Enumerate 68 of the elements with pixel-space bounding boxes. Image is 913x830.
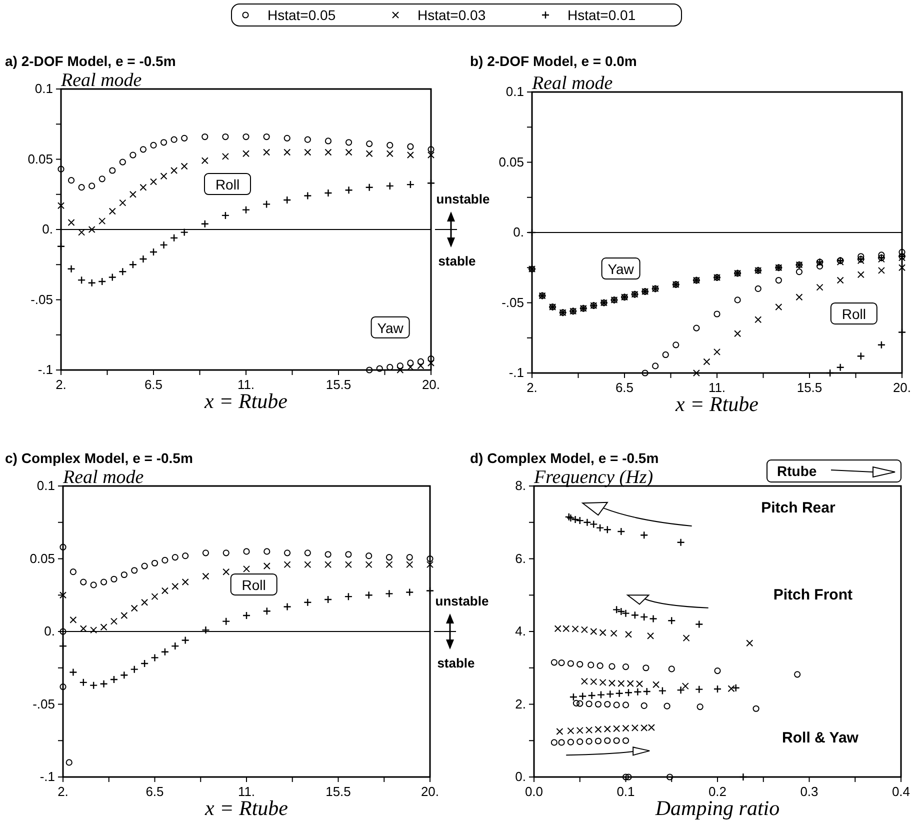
x-tick-label: 2. xyxy=(58,784,68,799)
y-axis-title: Real mode xyxy=(531,73,613,94)
y-axis-title: Frequency (Hz) xyxy=(533,467,654,488)
text: unstable xyxy=(435,594,489,608)
x-tick-label: 0.0 xyxy=(524,784,544,799)
x-axis-title: x = Rtube xyxy=(204,796,288,820)
x-tick-label: 11. xyxy=(238,784,256,799)
y-tick-label: 0.1 xyxy=(506,84,524,99)
annotation: Roll xyxy=(242,576,266,593)
annotation: Pitch Rear xyxy=(761,499,836,516)
x-tick-label: 11. xyxy=(708,380,726,395)
y-tick-label: -.1 xyxy=(508,365,524,380)
annotation: Yaw xyxy=(608,261,635,278)
legend-label: Hstat=0.05 xyxy=(268,7,336,23)
y-tick-label: 0. xyxy=(44,624,55,638)
y-tick-label: 0.1 xyxy=(34,81,53,96)
x-tick-label: 2. xyxy=(526,380,538,395)
x-axis-title: Damping ratio xyxy=(654,796,780,820)
annotation: Yaw xyxy=(377,320,404,336)
text: unstable xyxy=(436,192,490,206)
y-tick-label: 0.05 xyxy=(28,151,53,166)
chart-title: a) 2-DOF Model, e = -0.5m xyxy=(5,53,176,69)
legend-label: Hstat=0.03 xyxy=(418,7,486,23)
y-tick-label: -.05 xyxy=(32,696,55,712)
x-tick-label: 2. xyxy=(56,377,66,392)
y-tick-label: -.1 xyxy=(38,362,53,377)
x-axis-title: x = Rtube xyxy=(674,392,758,416)
y-axis-title: Real mode xyxy=(62,467,144,488)
x-tick-label: 20. xyxy=(892,380,912,395)
x-tick-label: 0.4 xyxy=(892,784,910,799)
y-tick-label: 0.05 xyxy=(498,154,524,170)
annotation: Roll xyxy=(215,176,240,193)
y-tick-label: 0.1 xyxy=(36,478,55,493)
x-tick-label: 11. xyxy=(237,377,255,392)
x-tick-label: 20. xyxy=(422,377,440,392)
y-tick-label: 0. xyxy=(513,224,524,240)
x-tick-label: 20. xyxy=(420,784,440,799)
y-tick-label: -.1 xyxy=(40,769,55,784)
annotation: Roll & Yaw xyxy=(782,729,859,746)
x-axis-title: x = Rtube xyxy=(204,389,288,413)
chart-title: c) Complex Model, e = -0.5m xyxy=(5,450,193,466)
chart-title: b) 2-DOF Model, e = 0.0m xyxy=(470,53,637,69)
x-tick-label: 0.1 xyxy=(616,784,635,799)
y-tick-label: 8. xyxy=(515,478,526,493)
y-tick-label: -.05 xyxy=(502,294,524,310)
x-tick-label: 15.5 xyxy=(796,380,822,395)
y-tick-label: 4. xyxy=(515,624,526,638)
x-tick-label: 15.5 xyxy=(326,784,351,799)
annotation: Pitch Front xyxy=(773,586,853,604)
annotation: Roll xyxy=(842,306,866,322)
x-tick-label: 0.2 xyxy=(708,784,727,799)
x-tick-label: 6.5 xyxy=(146,784,164,799)
x-tick-label: 15.5 xyxy=(326,377,352,392)
y-tick-label: 0. xyxy=(42,222,53,236)
y-tick-label: -.05 xyxy=(30,292,53,307)
text: Rtube xyxy=(777,463,817,479)
y-tick-label: 6. xyxy=(515,550,526,566)
x-tick-label: 6.5 xyxy=(615,380,634,395)
y-axis-title: Real mode xyxy=(60,70,142,91)
chart-title: d) Complex Model, e = -0.5m xyxy=(470,450,659,466)
x-tick-label: 0.3 xyxy=(800,784,818,799)
y-tick-label: 0.05 xyxy=(30,550,55,566)
y-tick-label: 0. xyxy=(515,769,526,784)
text: stable xyxy=(437,656,475,670)
y-tick-label: 2. xyxy=(515,696,526,712)
legend-label: Hstat=0.01 xyxy=(568,7,636,23)
x-tick-label: 6.5 xyxy=(144,377,163,392)
text: stable xyxy=(438,254,476,268)
